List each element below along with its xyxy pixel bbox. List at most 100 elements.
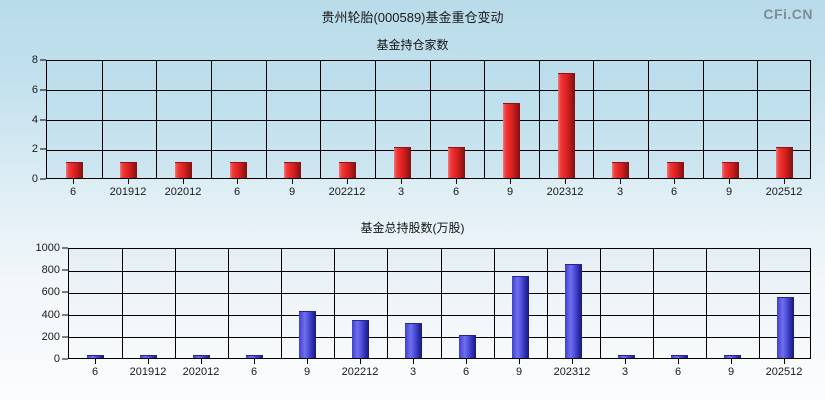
x-axis-tick-mark bbox=[237, 179, 238, 184]
x-axis-tick-mark bbox=[73, 179, 74, 184]
bar bbox=[512, 276, 529, 358]
gridline-vertical bbox=[122, 249, 123, 358]
gridline-vertical bbox=[539, 61, 540, 178]
gridline-vertical bbox=[600, 249, 601, 358]
x-axis-tick-label: 9 bbox=[725, 186, 733, 198]
bar bbox=[724, 355, 741, 358]
bar bbox=[459, 335, 476, 358]
bar bbox=[405, 323, 422, 358]
x-axis-tick-mark bbox=[731, 359, 732, 364]
chart-1-subtitle: 基金持仓家数 bbox=[376, 38, 449, 52]
bar bbox=[394, 147, 411, 178]
x-axis-tick-mark bbox=[95, 359, 96, 364]
x-axis-tick-mark bbox=[148, 359, 149, 364]
y-axis-tick-mark bbox=[40, 119, 46, 120]
y-axis-tick-mark bbox=[62, 358, 68, 360]
y-axis-tick-label: 1000 bbox=[35, 242, 60, 254]
gridline-horizontal bbox=[69, 337, 810, 339]
fund-total-shares-chart: 0 200 400 600 800 1000 6 201912 202012 6 9 202212 3 6… bbox=[36, 242, 811, 378]
bar bbox=[777, 297, 794, 358]
gridline-vertical bbox=[375, 61, 376, 178]
gridline-vertical bbox=[211, 61, 212, 178]
x-axis-tick-mark bbox=[201, 359, 202, 364]
y-axis-tick-mark bbox=[62, 314, 68, 316]
x-axis-tick-mark bbox=[565, 179, 566, 184]
x-axis-tick-mark bbox=[510, 179, 511, 184]
x-axis-tick-mark bbox=[128, 179, 129, 184]
gridline-horizontal bbox=[47, 90, 810, 92]
gridline-vertical bbox=[653, 249, 654, 358]
x-axis-tick-mark bbox=[466, 359, 467, 364]
x-axis-tick-label: 6 bbox=[91, 366, 99, 378]
gridline-vertical bbox=[102, 61, 103, 178]
bar bbox=[722, 162, 739, 178]
x-axis-tick-label: 202012 bbox=[182, 366, 220, 378]
y-axis-tick-label: 2 bbox=[31, 143, 38, 156]
bar bbox=[87, 355, 104, 358]
x-axis-tick-label: 9 bbox=[506, 186, 514, 198]
gridline-horizontal bbox=[69, 315, 810, 317]
y-axis-tick-label: 4 bbox=[31, 113, 38, 126]
bar bbox=[612, 162, 629, 178]
x-axis-tick-mark bbox=[183, 179, 184, 184]
x-axis-tick-mark bbox=[678, 359, 679, 364]
page-title: 贵州轮胎(000589)基金重仓变动 bbox=[321, 10, 504, 25]
x-axis-tick-mark bbox=[401, 179, 402, 184]
gridline-vertical bbox=[430, 61, 431, 178]
chart-2-plot-area bbox=[68, 248, 811, 359]
x-axis-tick-mark bbox=[413, 359, 414, 364]
y-axis-tick-label: 200 bbox=[41, 330, 60, 343]
x-axis-tick-mark bbox=[729, 179, 730, 184]
x-axis-tick-mark bbox=[620, 179, 621, 184]
x-axis-tick-label: 201912 bbox=[109, 186, 147, 198]
gridline-vertical bbox=[484, 61, 485, 178]
bar bbox=[558, 73, 575, 178]
x-axis-tick-label: 202212 bbox=[341, 366, 379, 378]
gridline-vertical bbox=[759, 249, 760, 358]
y-axis-tick-label: 8 bbox=[31, 54, 38, 66]
y-axis-tick-label: 600 bbox=[41, 286, 60, 299]
x-axis-tick-label: 202512 bbox=[765, 186, 803, 198]
gridline-vertical bbox=[703, 61, 704, 178]
x-axis-tick-label: 202312 bbox=[553, 366, 591, 378]
bar bbox=[448, 147, 465, 178]
x-axis-tick-label: 3 bbox=[409, 366, 417, 378]
y-axis-tick-mark bbox=[40, 148, 46, 150]
x-axis-tick-label: 9 bbox=[288, 186, 296, 198]
bar bbox=[246, 355, 263, 358]
gridline-horizontal bbox=[47, 120, 810, 121]
y-axis-tick-mark bbox=[62, 247, 68, 249]
x-axis-tick-mark bbox=[572, 359, 573, 364]
gridline-vertical bbox=[547, 249, 548, 358]
y-axis-tick-label: 0 bbox=[53, 353, 60, 365]
y-axis-tick-mark bbox=[62, 291, 68, 293]
watermark-label: CFi.CN bbox=[763, 6, 813, 22]
x-axis-tick-mark bbox=[674, 179, 675, 184]
x-axis-tick-mark bbox=[307, 359, 308, 364]
bar bbox=[140, 355, 157, 358]
x-axis-tick-label: 3 bbox=[621, 366, 629, 378]
gridline-vertical bbox=[334, 249, 335, 358]
gridline-horizontal bbox=[47, 149, 810, 151]
bar bbox=[352, 320, 369, 358]
gridline-vertical bbox=[228, 249, 229, 358]
gridline-vertical bbox=[494, 249, 495, 358]
y-axis-tick-mark bbox=[40, 89, 46, 91]
gridline-vertical bbox=[266, 61, 267, 178]
gridline-horizontal bbox=[69, 292, 810, 294]
chart-1-plot-area bbox=[46, 60, 811, 179]
chart-2-subtitle: 基金总持股数(万股) bbox=[360, 221, 465, 235]
x-axis-tick-label: 6 bbox=[452, 186, 460, 198]
bar bbox=[66, 162, 83, 178]
x-axis-tick-label: 6 bbox=[69, 186, 77, 198]
x-axis-tick-label: 201912 bbox=[129, 366, 167, 378]
x-axis-tick-label: 202512 bbox=[765, 366, 803, 378]
x-axis-tick-mark bbox=[456, 179, 457, 184]
x-axis-tick-label: 6 bbox=[250, 366, 258, 378]
x-axis-tick-mark bbox=[292, 179, 293, 184]
x-axis-tick-label: 6 bbox=[674, 366, 682, 378]
x-axis-tick-label: 202012 bbox=[164, 186, 202, 198]
bar bbox=[618, 355, 635, 358]
x-axis-tick-label: 202312 bbox=[546, 186, 584, 198]
